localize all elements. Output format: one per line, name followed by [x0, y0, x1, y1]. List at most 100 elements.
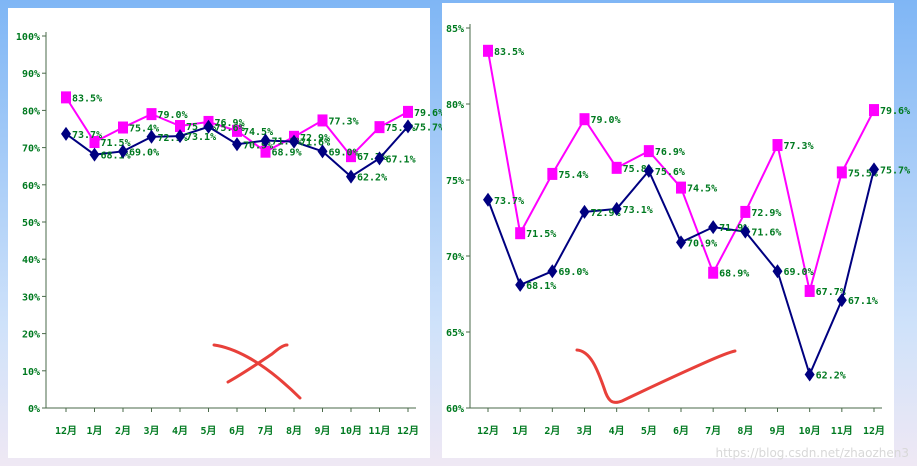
left-series-0-data-label: 83.5% [72, 93, 102, 104]
left-series-1-data-label: 75.7% [414, 122, 444, 133]
left-series-0-point [374, 121, 385, 134]
left-series-0-point [89, 136, 100, 149]
right-series-1-data-label: 75.7% [880, 165, 910, 176]
left-y-tick-label: 70% [22, 144, 40, 155]
left-y-tick-label: 80% [22, 106, 40, 117]
right-series-1-point [643, 163, 654, 178]
left-y-tick-label: 10% [22, 367, 40, 378]
right-series-1-point [579, 204, 590, 219]
right-series-1-data-label: 71.6% [751, 228, 781, 239]
right-series-1-data-label: 73.1% [623, 205, 653, 216]
right-y-tick-label: 70% [446, 252, 464, 263]
left-series-1-point [175, 129, 185, 144]
left-series-0-data-label: 79.0% [158, 110, 188, 121]
left-series-1-point [403, 119, 413, 134]
right-x-tick-label: 1月 [512, 425, 528, 437]
left-series-0-data-label: 79.6% [414, 108, 444, 119]
right-y-tick-label: 85% [446, 24, 464, 35]
right-series-1-data-label: 67.1% [848, 296, 878, 307]
right-series-1-point [676, 235, 686, 250]
right-series-0-data-label: 75.8% [623, 164, 653, 175]
left-x-tick-label: 3月 [143, 425, 159, 437]
right-series-1-line [487, 169, 875, 378]
right-x-tick-label: 8月 [737, 425, 753, 437]
right-series-0-data-label: 74.5% [687, 184, 717, 195]
right-series-1-point [740, 224, 751, 239]
right-series-1-point [515, 277, 526, 292]
left-series-0-point [146, 108, 157, 121]
right-x-tick-label: 6月 [673, 425, 689, 437]
right-series-1-point [836, 293, 847, 308]
right-series-0-point [483, 44, 493, 57]
left-series-1-point [346, 169, 356, 184]
left-series-1-data-label: 71.6% [300, 138, 330, 149]
left-series-0-data-label: 67.7% [357, 152, 387, 163]
left-series-0-data-label: 75.5% [386, 123, 416, 134]
left-series-1-data-label: 69.0% [129, 147, 159, 158]
right-x-tick-label: 2月 [544, 425, 560, 437]
right-series-1-data-label: 71.9% [719, 223, 749, 234]
left-series-0-data-label: 75.8% [186, 122, 216, 133]
right-series-0-data-label: 72.9% [751, 208, 781, 219]
right-series-0-data-label: 67.7% [816, 287, 846, 298]
watermark: https://blog.csdn.net/zhaozhen3 [715, 446, 910, 460]
left-series-1-point [232, 137, 242, 152]
left-series-0-point [403, 105, 413, 118]
left-series-1-data-label: 69.0% [329, 147, 359, 158]
left-series-0-point [232, 124, 242, 137]
right-x-tick-label: 9月 [769, 425, 785, 437]
left-series-0-point [175, 120, 185, 133]
left-series-1-point [374, 151, 385, 166]
left-x-tick-label: 9月 [314, 425, 330, 437]
left-line-chart: 0% 10% 20% 30% 40% 50% 60% 70% 80% 90% 100% 12月 1月 2月… [16, 32, 444, 437]
right-series-0-data-label: 79.0% [591, 115, 621, 126]
right-series-1-point [869, 162, 879, 177]
right-series-1-point [804, 367, 815, 382]
left-x-tick-label: 12月 [55, 425, 77, 437]
right-x-tick-label: 12月 [477, 425, 499, 437]
left-series-0-data-label: 72.9% [300, 133, 330, 144]
left-series-0-data-label: 75.4% [129, 124, 159, 135]
right-series-1-data-label: 73.7% [494, 196, 524, 207]
left-series-0-data-label: 74.5% [243, 127, 273, 138]
left-x-tick-label: 7月 [257, 425, 273, 437]
left-series-1-point [317, 144, 328, 159]
right-series-0-point [676, 181, 686, 194]
left-x-tick-label: 1月 [86, 425, 102, 437]
right-series-1-data-label: 75.6% [655, 167, 685, 178]
left-chart-panel: 0% 10% 20% 30% 40% 50% 60% 70% 80% 90% 100% 12月 1月 2月… [8, 8, 444, 458]
right-series-1-data-label: 72.9% [591, 208, 621, 219]
left-y-tick-label: 50% [22, 218, 40, 229]
right-series-0-point [579, 113, 590, 126]
right-series-0-data-label: 75.5% [848, 168, 878, 179]
left-series-1-point [61, 126, 71, 141]
right-series-0-point [708, 266, 719, 279]
right-series-1-data-label: 62.2% [816, 371, 846, 382]
left-y-tick-label: 100% [16, 32, 40, 43]
left-series-1-data-label: 73.1% [186, 132, 216, 143]
right-series-1-point [483, 192, 493, 207]
left-series-0-point [346, 150, 356, 163]
left-series-1-data-label: 73.7% [72, 130, 102, 141]
left-y-tick-label: 0% [28, 404, 40, 415]
right-x-tick-label: 3月 [576, 425, 592, 437]
left-series-1-data-label: 68.1% [101, 151, 131, 162]
right-series-0-point [643, 145, 654, 158]
right-x-tick-label: 7月 [705, 425, 721, 437]
right-x-tick-label: 11月 [831, 425, 853, 437]
left-y-tick-label: 30% [22, 292, 40, 303]
right-x-tick-label: 12月 [863, 425, 885, 437]
right-series-0-point [772, 139, 783, 152]
left-series-1-point [289, 134, 299, 149]
right-series-1-point [611, 201, 622, 216]
left-y-tick-label: 90% [22, 69, 40, 80]
left-series-1-point [89, 147, 100, 162]
left-series-0-point [118, 121, 128, 134]
right-series-0-data-label: 75.4% [558, 170, 588, 181]
right-series-0-point [515, 227, 526, 240]
annotation-check-stroke [575, 348, 737, 404]
right-series-1-data-label: 69.0% [784, 267, 814, 278]
left-series-0-data-label: 71.5% [101, 138, 131, 149]
right-series-0-data-label: 77.3% [784, 141, 814, 152]
left-series-1-data-label: 71.9% [272, 137, 302, 148]
